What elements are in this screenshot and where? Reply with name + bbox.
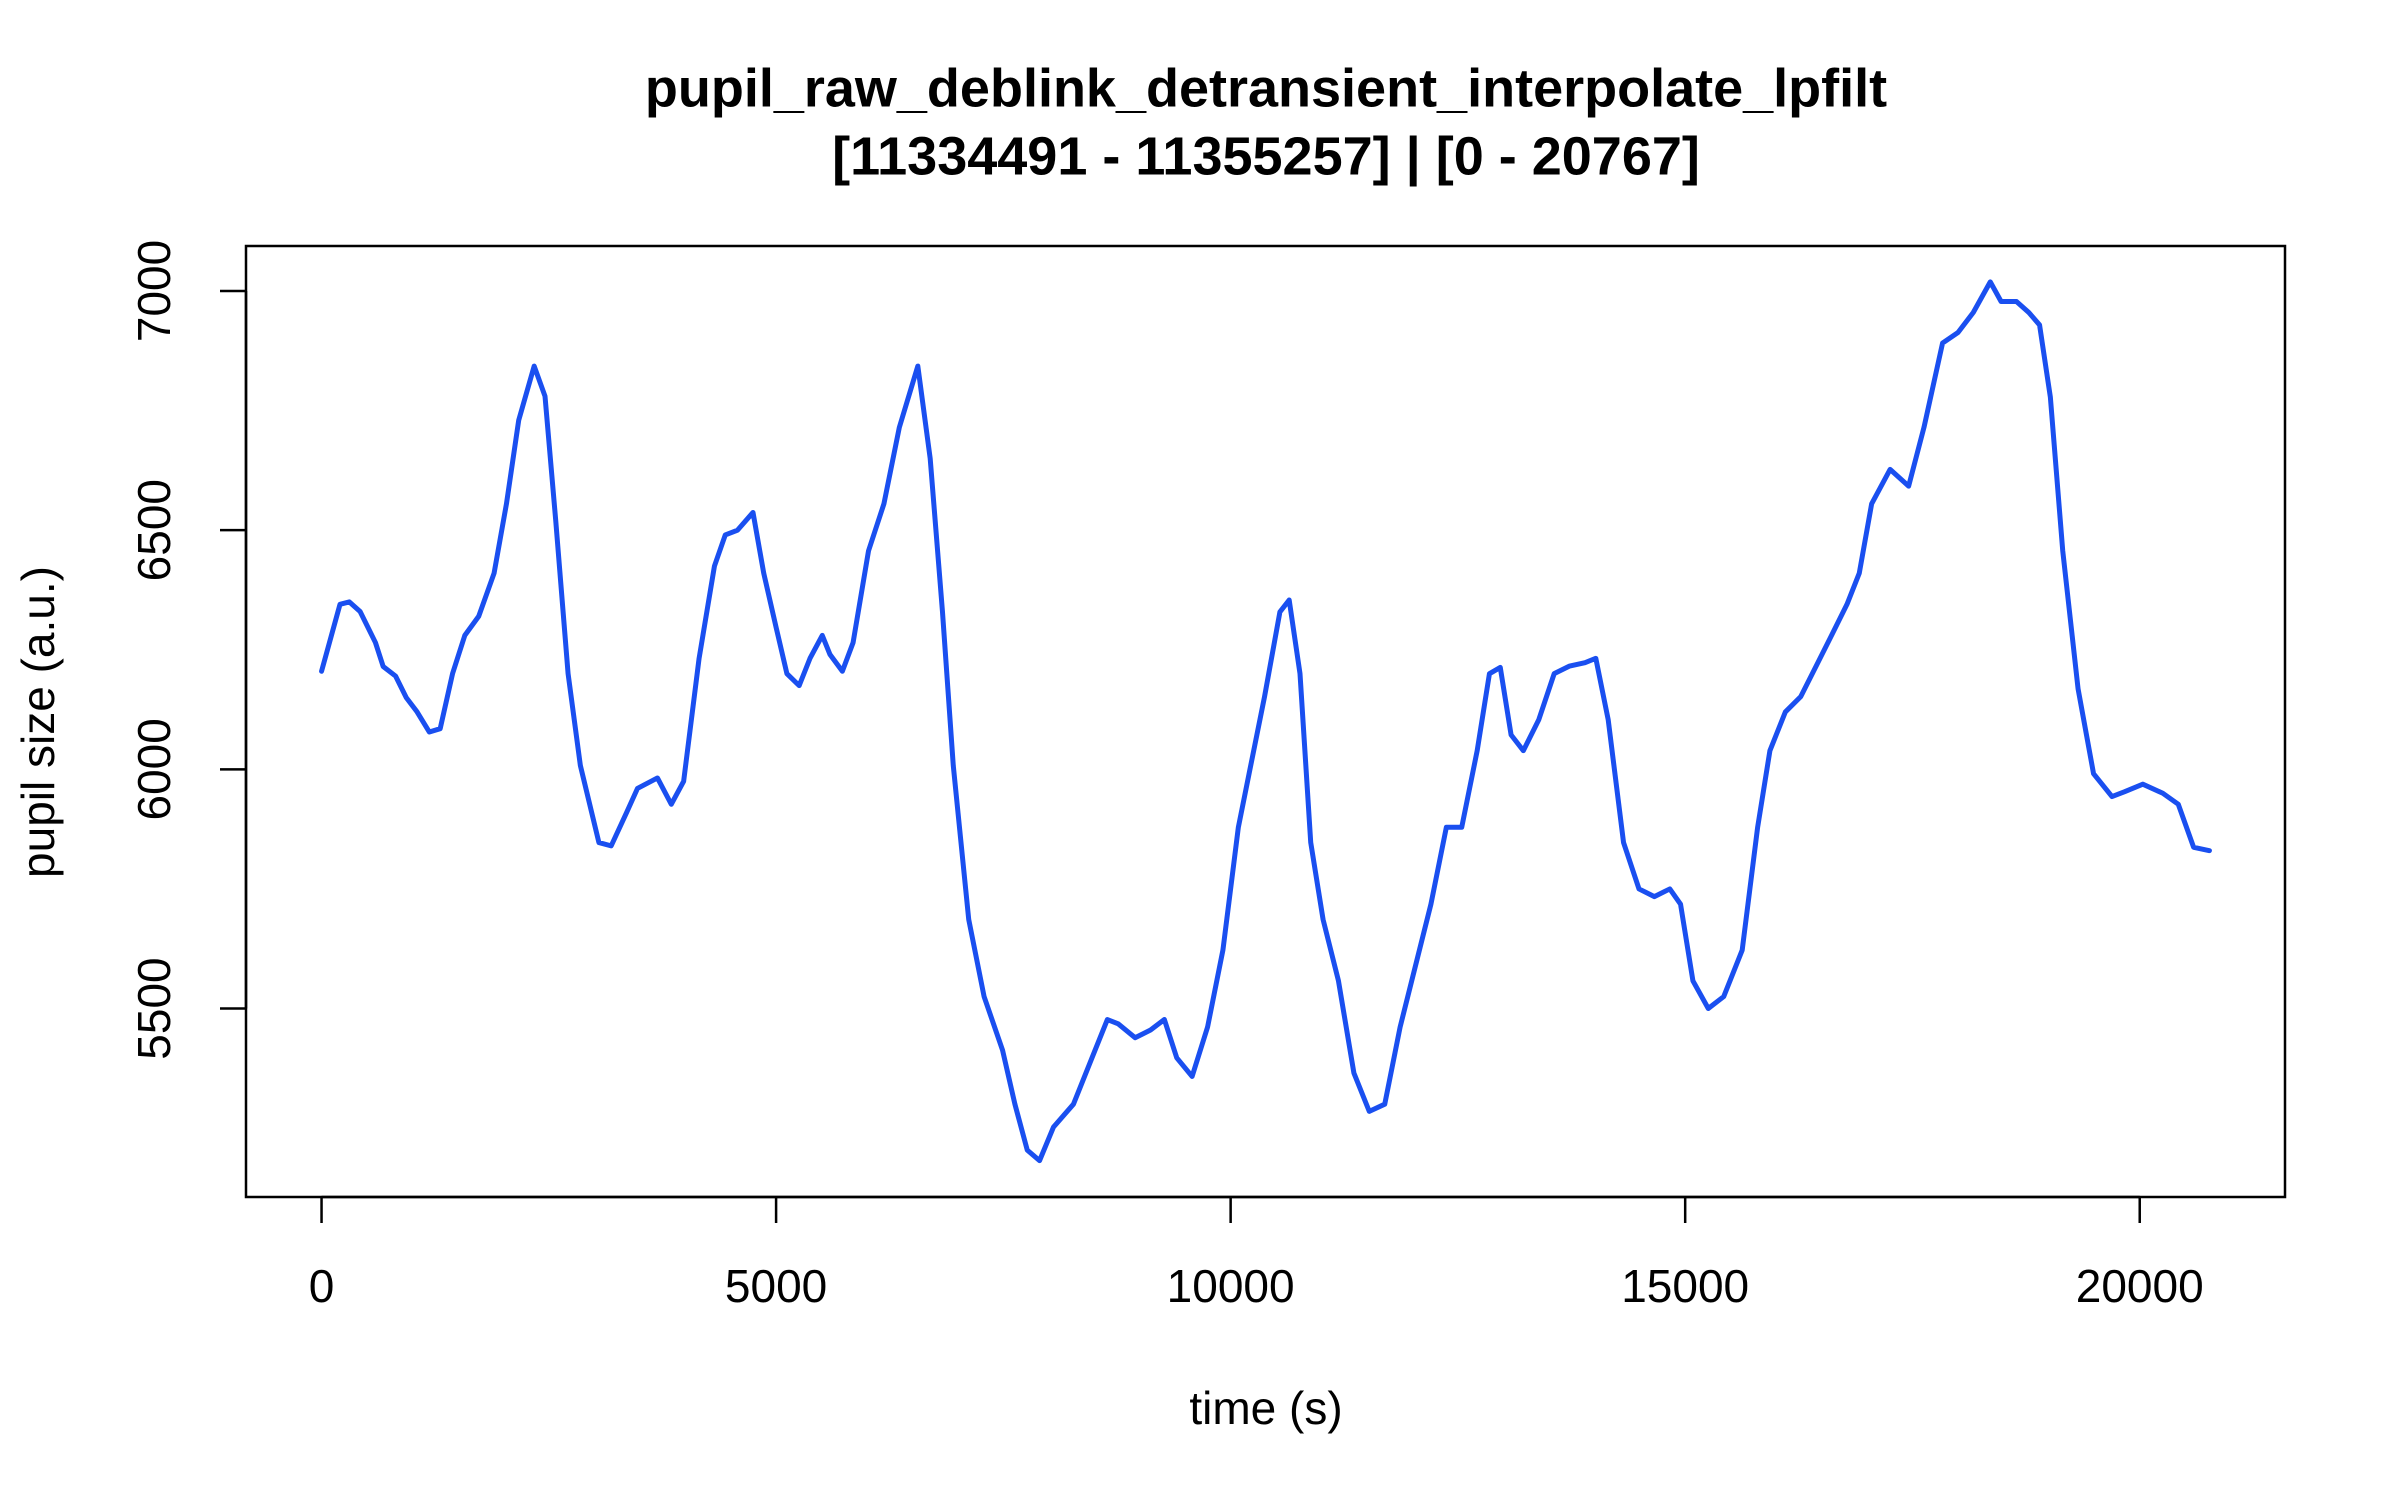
chart-title: pupil_raw_deblink_detransient_interpolat… bbox=[645, 58, 1887, 118]
chart-subtitle: [11334491 - 11355257] | [0 - 20767] bbox=[832, 126, 1700, 187]
x-axis-label: time (s) bbox=[1189, 1382, 1342, 1434]
x-tick-label: 15000 bbox=[1621, 1260, 1749, 1312]
x-tick-label: 10000 bbox=[1167, 1260, 1295, 1312]
y-tick-label: 5500 bbox=[128, 957, 180, 1059]
y-tick-label: 6500 bbox=[128, 479, 180, 581]
x-tick-label: 5000 bbox=[725, 1260, 827, 1312]
x-tick-label: 20000 bbox=[2076, 1260, 2204, 1312]
data-line bbox=[319, 279, 2212, 1164]
y-tick-label: 6000 bbox=[128, 718, 180, 820]
y-axis-label: pupil size (a.u.) bbox=[12, 566, 64, 878]
y-tick-label: 7000 bbox=[128, 240, 180, 342]
x-tick-label: 0 bbox=[309, 1260, 335, 1312]
